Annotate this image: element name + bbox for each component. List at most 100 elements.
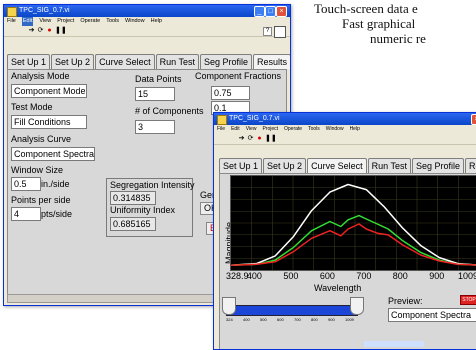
minimize-button[interactable]: _ <box>254 6 265 17</box>
menu-view[interactable]: View <box>39 18 52 24</box>
points-per-side-label: Points per side <box>11 195 71 205</box>
run-continuous-icon[interactable]: ⟳ <box>37 27 44 34</box>
caption-line-3: numeric re <box>370 31 426 46</box>
tab-seg-profile[interactable]: Seg Profile <box>199 54 252 69</box>
preview-label: Preview: <box>388 296 423 306</box>
slider-tick-label: 500 <box>260 317 267 322</box>
close-button[interactable]: × <box>276 6 287 17</box>
uniformity-index-label: Uniformity Index <box>110 205 176 215</box>
tab-set-up-1[interactable]: Set Up 1 <box>219 158 263 173</box>
curve-window-titlebar[interactable]: TPC_SIG_0.7.vi × <box>214 113 476 125</box>
window-size-label: Window Size <box>11 165 64 175</box>
run-arrow-icon[interactable]: ➔ <box>238 135 245 142</box>
slider-tick-label: 400 <box>243 317 250 322</box>
close-button[interactable]: × <box>471 114 476 125</box>
toolbar: ➔ ⟳ ● ❚❚ ? <box>4 26 290 38</box>
tab-curve-select[interactable]: Curve Select <box>307 158 367 173</box>
toolbar: ➔ ⟳ ● ❚❚ <box>214 134 476 145</box>
abort-icon[interactable]: ● <box>47 27 52 34</box>
spectrum-chart <box>231 176 476 270</box>
tab-set-up-2[interactable]: Set Up 2 <box>51 54 95 69</box>
menu-tools[interactable]: Tools <box>308 126 320 132</box>
pause-icon[interactable]: ❚❚ <box>55 27 67 34</box>
num-components-label: # of Components <box>135 106 204 116</box>
series-line-3 <box>231 223 476 266</box>
app-icon <box>217 115 227 125</box>
slider-tick-label: 600 <box>277 317 284 322</box>
caption-line-2: Fast graphical <box>342 16 416 31</box>
caption-line-1: Touch-screen data e <box>314 1 418 16</box>
x-tick-label: 600 <box>319 271 335 281</box>
wavelength-range-slider[interactable] <box>226 305 358 316</box>
x-tick-label: 400 <box>246 271 262 281</box>
vi-icon <box>274 26 286 38</box>
points-per-side-field[interactable]: 4 <box>11 207 41 221</box>
menu-edit[interactable]: Edit <box>231 126 240 132</box>
series-line-2 <box>231 214 476 266</box>
menu-project[interactable]: Project <box>262 126 278 132</box>
analysis-curve-label: Analysis Curve <box>11 134 72 144</box>
setup-window-titlebar[interactable]: TPC_SIG_0.7.vi _ □ × <box>4 5 290 17</box>
fraction-field-1[interactable]: 0.75 <box>211 86 250 100</box>
spectrum-plot[interactable] <box>230 175 476 271</box>
slider-right-knob[interactable] <box>350 297 364 315</box>
window-size-field[interactable]: 0.5 <box>11 177 41 191</box>
menu-window[interactable]: Window <box>125 18 145 24</box>
tab-results[interactable]: Results <box>252 54 290 69</box>
gen-label: Gen <box>200 190 218 200</box>
run-continuous-icon[interactable]: ⟳ <box>247 135 254 142</box>
preview-select-value: Component Spectra <box>391 310 472 320</box>
stop-button[interactable]: STOP <box>460 295 476 305</box>
help-icon[interactable]: ? <box>263 27 272 36</box>
slider-tick-label: 1009 <box>345 317 354 322</box>
menu-bar: File Edit View Project Operate Tools Win… <box>214 125 476 134</box>
menu-project[interactable]: Project <box>57 18 75 24</box>
slider-tick-label: 800 <box>311 317 318 322</box>
slider-left-knob[interactable] <box>222 297 236 315</box>
tab-set-up-2[interactable]: Set Up 2 <box>263 158 307 173</box>
tab-run-test[interactable]: Run Test <box>367 158 411 173</box>
data-points-label: Data Points <box>135 74 182 84</box>
uniformity-index-value: 0.685165 <box>110 217 156 231</box>
curve-window: TPC_SIG_0.7.vi × File Edit View Project … <box>213 112 476 350</box>
menu-file[interactable]: File <box>217 126 226 132</box>
curve-tabs: Set Up 1 Set Up 2 Curve Select Run Test … <box>219 158 476 173</box>
analysis-curve-field[interactable]: Component Spectra <box>11 147 95 161</box>
menu-tools[interactable]: Tools <box>106 18 120 24</box>
x-tick-label: 700 <box>356 271 372 281</box>
menu-operate[interactable]: Operate <box>284 126 303 132</box>
segregation-intensity-label: Segregation Intensity <box>110 180 195 190</box>
tab-set-up-1[interactable]: Set Up 1 <box>7 54 51 69</box>
tab-curve-select[interactable]: Curve Select <box>95 54 155 69</box>
component-fractions-label: Component Fractions <box>195 71 282 81</box>
run-arrow-icon[interactable]: ➔ <box>28 27 35 34</box>
maximize-button[interactable]: □ <box>265 6 276 17</box>
tab-results[interactable]: Results <box>464 158 476 173</box>
window-title: TPC_SIG_0.7.vi <box>19 7 70 14</box>
preview-select[interactable]: Component Spectra <box>388 308 476 322</box>
x-tick-label: 1009 <box>458 271 476 281</box>
x-tick-label: 500 <box>283 271 299 281</box>
slider-tick-label: 700 <box>294 317 301 322</box>
analysis-mode-field[interactable]: Component Mode <box>11 84 87 98</box>
pause-icon[interactable]: ❚❚ <box>265 135 277 142</box>
menu-operate[interactable]: Operate <box>80 18 101 24</box>
data-points-field[interactable]: 15 <box>135 87 175 101</box>
menu-help[interactable]: Help <box>150 18 162 24</box>
points-per-side-unit: pts/side <box>41 209 73 219</box>
menu-file[interactable]: File <box>7 18 16 24</box>
slider-tick-label: 324 <box>226 317 233 322</box>
x-tick-label: 900 <box>429 271 445 281</box>
x-axis-label: Wavelength <box>314 283 362 293</box>
menu-window[interactable]: Window <box>325 126 344 132</box>
menu-help[interactable]: Help <box>349 126 360 132</box>
tab-seg-profile[interactable]: Seg Profile <box>411 158 464 173</box>
test-mode-field[interactable]: Fill Conditions <box>11 115 87 129</box>
tab-run-test[interactable]: Run Test <box>155 54 199 69</box>
setup-tabs: Set Up 1 Set Up 2 Curve Select Run Test … <box>7 54 290 69</box>
menu-edit[interactable]: Edit <box>21 17 34 26</box>
num-components-field[interactable]: 3 <box>135 120 175 134</box>
bottom-scrollbar[interactable] <box>364 341 424 347</box>
abort-icon[interactable]: ● <box>257 135 262 142</box>
menu-view[interactable]: View <box>245 126 257 132</box>
